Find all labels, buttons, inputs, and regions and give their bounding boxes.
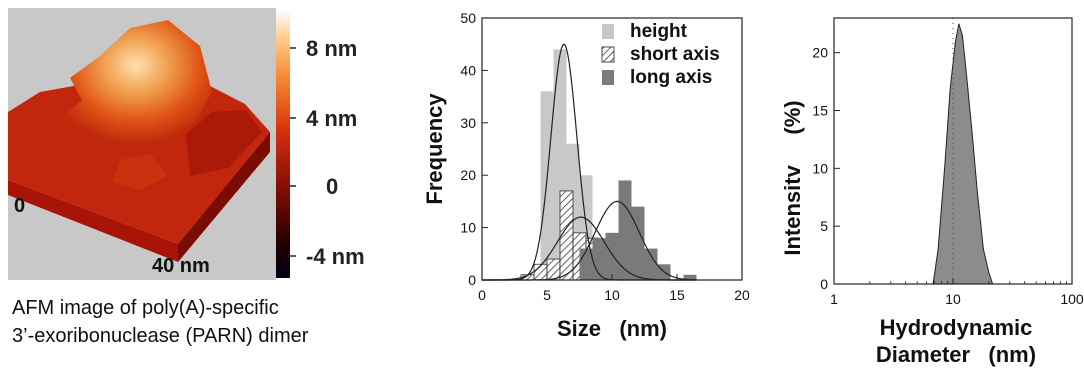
histogram-axes: 0 5 10 15 20 0 10 20 30 40 50 [460,10,750,303]
bar-long-axis-4 [631,206,645,280]
dls-y-tick-label-5: 5 [820,218,828,234]
dls-x-tick-label-1: 1 [830,291,838,307]
legend-swatch-short-axis [601,46,615,63]
dls-distribution [932,23,994,285]
bar-short-axis-2 [546,258,561,281]
afm-caption-line1: AFM image of poly(A)-specific [12,297,279,319]
legend-label-long-axis: long axis [630,67,712,88]
dls-x-tick-label-100: 100 [1060,291,1084,307]
dls-distribution-area [932,23,994,285]
bar-long-axis-5 [644,248,658,280]
afm-colorbar [276,10,290,278]
bar-short-axis-1 [533,263,548,281]
y-tick-label-10: 10 [460,220,476,236]
x-tick-label-5: 5 [543,287,551,303]
x-tick-label-15: 15 [669,287,685,303]
x-tick-label-20: 20 [734,287,750,303]
dls-x-tick-label-10: 10 [945,291,961,307]
scale-label-minus4: -4 nm [306,244,365,269]
dls-x-axis-label-line1: Hydrodynamic [880,315,1033,340]
bar-long-axis-2 [605,232,619,280]
dls-y-tick-label-15: 15 [812,103,828,119]
dls-y-tick-label-10: 10 [812,160,828,176]
bar-long-axis-3 [618,180,632,280]
histogram-x-axis-label: Size (nm) [557,316,667,341]
y-tick-label-40: 40 [460,62,476,78]
bar-long-axis-7 [683,274,697,280]
legend-label-short-axis: short axis [630,44,720,65]
scale-label-0: 0 [326,174,338,199]
afm-origin-label: 0 [14,195,25,217]
afm-figure: 8 nm 4 nm 0 -4 nm 0 40 nm [8,8,365,280]
x-tick-label-0: 0 [478,287,486,303]
dls-axes: 1 10 100 0 5 10 15 20 [812,18,1084,307]
afm-panel: 8 nm 4 nm 0 -4 nm 0 40 nm AFM image of p… [0,0,365,374]
y-tick-label-20: 20 [460,167,476,183]
legend-swatch-height [602,24,614,39]
scale-label-4: 4 nm [306,106,357,131]
legend-label-height: height [630,21,688,42]
y-tick-label-50: 50 [460,10,476,26]
histogram-y-axis-label: Frequency [422,93,447,205]
scale-label-8: 8 nm [306,36,357,61]
legend-swatch-long-axis [602,70,614,85]
afm-size-label: 40 nm [152,255,210,277]
afm-caption-line2: 3’-exoribonuclease (PARN) dimer [12,325,309,347]
dls-x-axis-label-line2: Diameter (nm) [876,342,1036,367]
dls-y-tick-label-0: 0 [820,276,828,292]
afm-caption: AFM image of poly(A)-specific 3’-exoribo… [12,294,412,350]
dls-intensity-chart: 1 10 100 0 5 10 15 20 Intensitv (%) Hydrodynami… [780,17,1084,367]
y-tick-label-30: 30 [460,115,476,131]
dls-y-axis-label: Intensitv (%) [780,100,805,255]
y-tick-label-0: 0 [468,272,476,288]
afm-surface [8,20,270,262]
dls-y-tick-label-20: 20 [812,45,828,61]
x-tick-label-10: 10 [604,287,620,303]
